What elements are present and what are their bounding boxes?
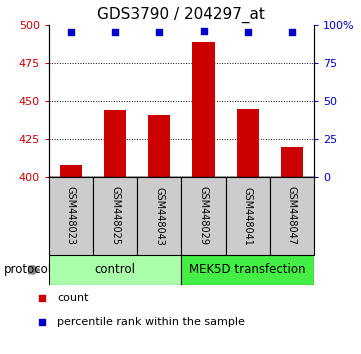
Text: MEK5D transfection: MEK5D transfection <box>190 263 306 276</box>
Bar <box>148 115 170 177</box>
Bar <box>237 108 259 177</box>
Bar <box>281 147 303 177</box>
Text: protocol: protocol <box>4 263 52 276</box>
Bar <box>270 177 314 255</box>
Bar <box>181 177 226 255</box>
Text: percentile rank within the sample: percentile rank within the sample <box>57 316 245 327</box>
Text: GSM448041: GSM448041 <box>243 187 253 245</box>
Point <box>112 29 118 35</box>
Text: GSM448043: GSM448043 <box>154 187 164 245</box>
Text: count: count <box>57 293 89 303</box>
Title: GDS3790 / 204297_at: GDS3790 / 204297_at <box>97 7 265 23</box>
Text: GSM448023: GSM448023 <box>66 187 76 245</box>
Bar <box>226 177 270 255</box>
Point <box>289 29 295 35</box>
Point <box>68 29 74 35</box>
Bar <box>60 165 82 177</box>
Bar <box>104 110 126 177</box>
Point <box>39 295 44 301</box>
Bar <box>182 255 314 285</box>
Point <box>39 319 44 325</box>
Bar <box>93 177 137 255</box>
Bar <box>192 41 214 177</box>
Point <box>156 29 162 35</box>
Bar <box>49 177 93 255</box>
Text: GSM448025: GSM448025 <box>110 186 120 246</box>
Point <box>201 28 206 34</box>
Point <box>245 29 251 35</box>
Text: GSM448047: GSM448047 <box>287 187 297 245</box>
Text: control: control <box>95 263 136 276</box>
Text: GSM448029: GSM448029 <box>199 187 209 245</box>
Bar <box>137 177 182 255</box>
Bar <box>49 255 182 285</box>
